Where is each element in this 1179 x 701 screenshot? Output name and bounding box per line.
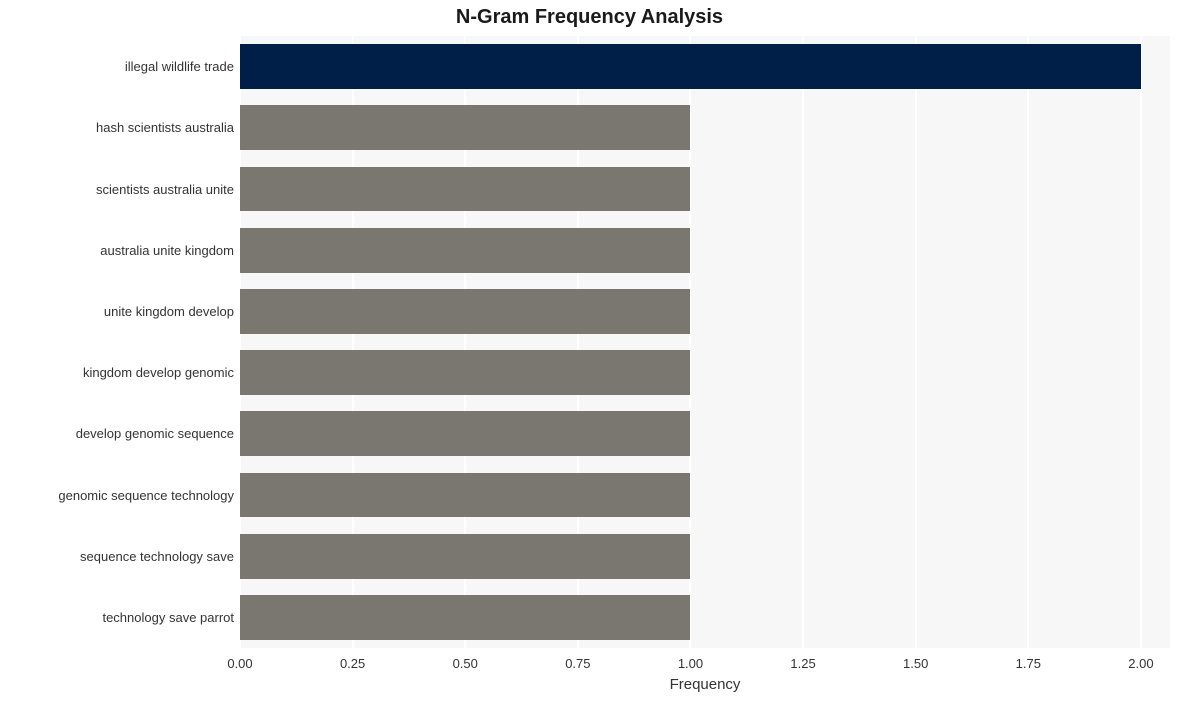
x-tick-label: 0.25 — [340, 656, 365, 671]
y-tick-label: unite kingdom develop — [104, 304, 234, 319]
y-tick-label: hash scientists australia — [96, 120, 234, 135]
bar-row — [240, 350, 1170, 395]
bar — [240, 228, 690, 273]
bar-row — [240, 473, 1170, 518]
x-tick-label: 1.75 — [1016, 656, 1041, 671]
x-axis-title: Frequency — [240, 676, 1170, 693]
bar-row — [240, 228, 1170, 273]
bar — [240, 595, 690, 640]
y-tick-label: illegal wildlife trade — [125, 59, 234, 74]
x-tick-label: 1.50 — [903, 656, 928, 671]
bar-row — [240, 534, 1170, 579]
chart-title: N-Gram Frequency Analysis — [0, 6, 1179, 29]
bar — [240, 289, 690, 334]
y-tick-label: kingdom develop genomic — [83, 365, 234, 380]
x-tick-label: 1.25 — [790, 656, 815, 671]
bar-row — [240, 105, 1170, 150]
x-tick-label: 0.50 — [453, 656, 478, 671]
bar — [240, 473, 690, 518]
y-tick-label: develop genomic sequence — [76, 426, 234, 441]
y-tick-label: genomic sequence technology — [58, 488, 234, 503]
bar — [240, 534, 690, 579]
bar-row — [240, 289, 1170, 334]
y-tick-label: sequence technology save — [80, 549, 234, 564]
x-tick-label: 0.00 — [227, 656, 252, 671]
y-tick-label: technology save parrot — [102, 610, 234, 625]
x-tick-label: 2.00 — [1128, 656, 1153, 671]
bar — [240, 167, 690, 212]
bar — [240, 411, 690, 456]
bar-row — [240, 411, 1170, 456]
bar-row — [240, 167, 1170, 212]
ngram-frequency-chart: N-Gram Frequency Analysis illegal wildli… — [0, 0, 1179, 701]
x-tick-label: 0.75 — [565, 656, 590, 671]
bars-layer — [240, 36, 1170, 648]
bar-row — [240, 44, 1170, 89]
bar — [240, 350, 690, 395]
bar — [240, 44, 1141, 89]
x-tick-label: 1.00 — [678, 656, 703, 671]
y-tick-label: scientists australia unite — [96, 182, 234, 197]
y-tick-label: australia unite kingdom — [100, 243, 234, 258]
plot-area — [240, 36, 1170, 648]
bar-row — [240, 595, 1170, 640]
bar — [240, 105, 690, 150]
